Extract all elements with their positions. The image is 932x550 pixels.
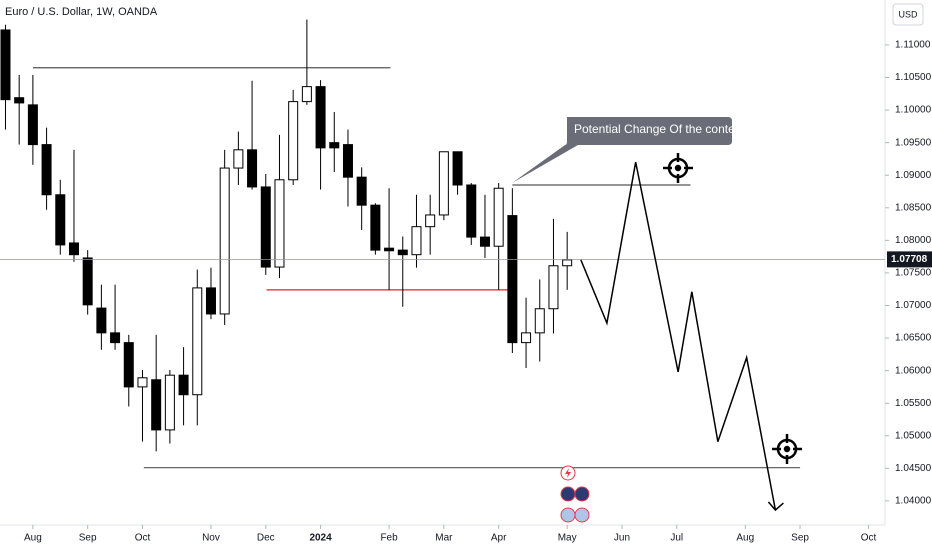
- projection-path: [580, 162, 777, 511]
- candle-body: [205, 287, 216, 315]
- candle-body: [425, 214, 436, 228]
- candle-body: [137, 377, 148, 388]
- callout-text: Potential Change Of the context: [574, 122, 745, 136]
- y-tick-label: 1.04500: [895, 463, 932, 474]
- y-tick-label: 1.08500: [895, 202, 932, 213]
- candle-body: [479, 236, 490, 247]
- y-tick-label: 1.09500: [895, 137, 932, 148]
- y-tick-label: 1.06500: [895, 333, 932, 344]
- candle-body: [315, 86, 326, 149]
- candle-body: [466, 184, 477, 238]
- x-tick-label: Aug: [24, 533, 42, 544]
- x-tick-label: 2024: [309, 533, 332, 544]
- x-tick-label: Aug: [736, 533, 754, 544]
- target-icon: [663, 153, 693, 183]
- candle-body: [68, 242, 79, 256]
- candle-body: [123, 342, 134, 388]
- x-tick-label: Jul: [670, 533, 683, 544]
- candle-body: [178, 374, 189, 396]
- event-icons: [560, 465, 590, 523]
- candle-body: [41, 144, 52, 196]
- candle-body: [82, 257, 93, 306]
- candle-body: [329, 142, 340, 149]
- candle-body: [507, 215, 518, 344]
- x-tick-label: Mar: [435, 533, 453, 544]
- candle-body: [0, 29, 11, 101]
- y-tick-label: 1.10000: [895, 105, 932, 116]
- candle-body: [219, 167, 230, 315]
- plot-area: [0, 19, 885, 512]
- y-tick-label: 1.10500: [895, 72, 932, 83]
- candle-body: [452, 151, 463, 186]
- candle-body: [110, 332, 121, 344]
- currency-label: USD: [898, 9, 918, 19]
- target-icon: [772, 434, 802, 464]
- y-tick-label: 1.11000: [895, 40, 931, 51]
- last-price-box: [887, 251, 932, 268]
- candle-body: [288, 101, 299, 181]
- candle-body: [274, 179, 285, 268]
- candle-body: [548, 265, 559, 310]
- candle-body: [192, 287, 203, 396]
- x-tick-label: Feb: [380, 533, 398, 544]
- candle-body: [233, 149, 244, 169]
- y-tick-label: 1.04000: [895, 496, 932, 507]
- y-tick-label: 1.07500: [895, 268, 932, 279]
- candle-body: [562, 259, 573, 267]
- candle-body: [356, 176, 367, 206]
- candle-body: [384, 247, 395, 252]
- candle-body: [260, 186, 271, 268]
- x-tick-label: Sep: [79, 533, 97, 544]
- x-tick-label: Nov: [202, 533, 220, 544]
- y-tick-label: 1.05000: [895, 430, 932, 441]
- candle-body: [493, 187, 504, 247]
- candle-body: [151, 379, 162, 431]
- candle-body: [370, 204, 381, 251]
- candle-body: [411, 226, 422, 256]
- candle-body: [438, 151, 449, 216]
- candle-body: [164, 374, 175, 431]
- candle-body: [301, 86, 312, 103]
- candle-body: [14, 97, 25, 104]
- candle-body: [96, 307, 107, 334]
- x-tick-label: Jun: [614, 533, 630, 544]
- y-tick-label: 1.07000: [895, 300, 932, 311]
- y-tick-label: 1.06000: [895, 365, 932, 376]
- projection-arrowhead: [767, 501, 784, 512]
- candle-body: [27, 104, 38, 146]
- x-tick-label: Oct: [861, 533, 877, 544]
- chart-title: Euro / U.S. Dollar, 1W, OANDA: [5, 6, 158, 18]
- callout: [512, 117, 732, 183]
- candle-body: [55, 194, 66, 246]
- x-tick-label: Sep: [791, 533, 809, 544]
- x-tick-label: Dec: [257, 533, 275, 544]
- candle-body: [342, 144, 353, 178]
- candle-body: [397, 249, 408, 256]
- candle-body: [247, 149, 258, 188]
- x-tick-label: May: [558, 533, 577, 544]
- y-tick-label: 1.05500: [895, 398, 932, 409]
- x-tick-label: Oct: [135, 533, 151, 544]
- y-tick-label: 1.08000: [895, 235, 932, 246]
- x-tick-label: Apr: [491, 533, 507, 544]
- candle-body: [534, 308, 545, 334]
- y-tick-label: 1.09000: [895, 170, 932, 181]
- candle-body: [521, 332, 532, 344]
- last-price-label: 1.07708: [891, 254, 928, 265]
- currency-box[interactable]: [892, 3, 924, 26]
